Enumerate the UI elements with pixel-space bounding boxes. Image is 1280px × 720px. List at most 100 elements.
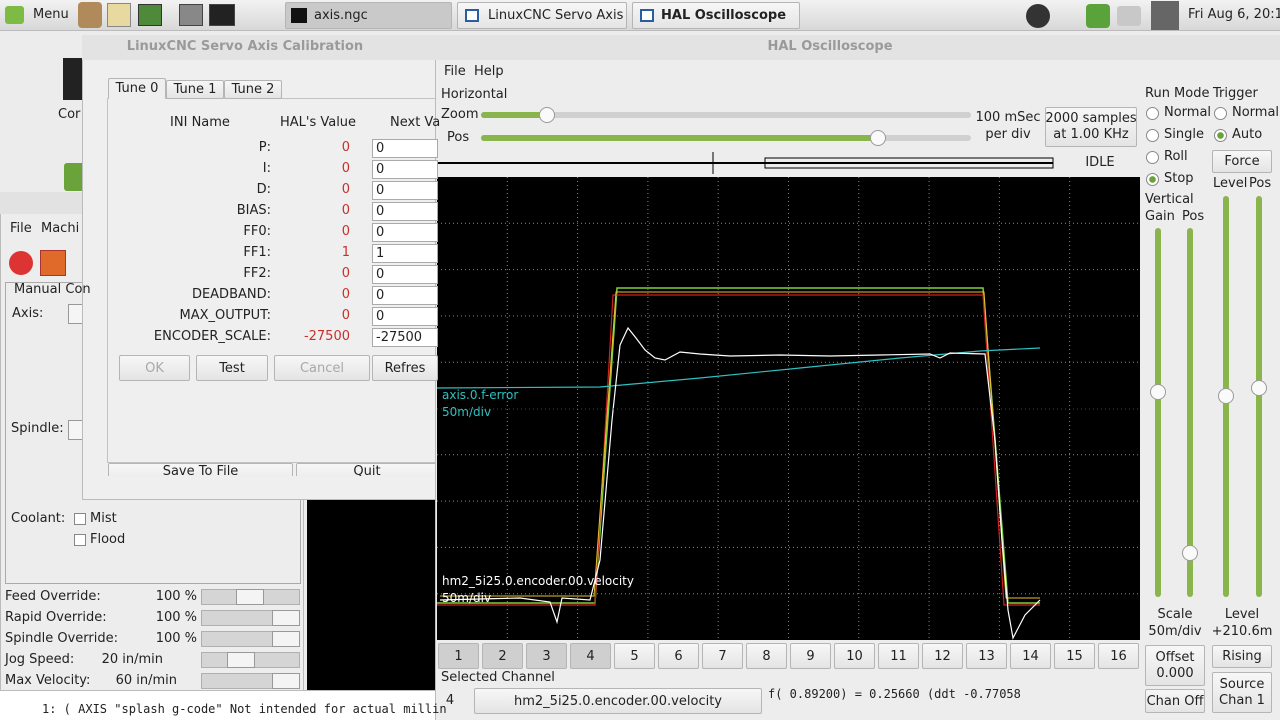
- tab[interactable]: Tune 0: [108, 78, 166, 99]
- launcher[interactable]: [138, 4, 162, 26]
- override-value: 100 %: [155, 610, 197, 625]
- launcher[interactable]: [209, 4, 235, 26]
- label: Vertical: [1145, 192, 1194, 207]
- offset-button[interactable]: Offset 0.000: [1145, 645, 1205, 686]
- checkbox[interactable]: [74, 534, 86, 546]
- next-value-entry[interactable]: 0: [372, 160, 438, 179]
- channel-button[interactable]: 8: [746, 643, 787, 669]
- next-value-entry[interactable]: 1: [372, 244, 438, 263]
- button[interactable]: Refres: [372, 355, 438, 381]
- channel-button[interactable]: 4: [570, 643, 611, 669]
- next-value-entry[interactable]: 0: [372, 265, 438, 284]
- source-button[interactable]: Source Chan 1: [1212, 672, 1272, 713]
- slider-thumb[interactable]: [227, 652, 255, 668]
- samples-label: at 1.00 KHz: [1053, 127, 1129, 142]
- channel-button[interactable]: 5: [614, 643, 655, 669]
- hal-value: 0: [341, 203, 350, 218]
- samples-button[interactable]: 2000 samples at 1.00 KHz: [1045, 107, 1137, 147]
- button[interactable]: Cancel: [274, 355, 370, 381]
- slider-thumb[interactable]: [1218, 388, 1234, 404]
- slider-trough: [1187, 228, 1193, 597]
- channel-button[interactable]: 12: [922, 643, 963, 669]
- tab[interactable]: Tune 2: [224, 80, 282, 99]
- channel-button[interactable]: 14: [1010, 643, 1051, 669]
- radio[interactable]: [1146, 173, 1159, 186]
- menu-item[interactable]: Help: [474, 64, 504, 79]
- estop-button[interactable]: [9, 251, 33, 275]
- hal-value: -27500: [303, 329, 350, 344]
- radio[interactable]: [1214, 107, 1227, 120]
- slider-thumb[interactable]: [539, 107, 555, 123]
- radio[interactable]: [1146, 151, 1159, 164]
- task-button[interactable]: axis.ngc: [285, 2, 452, 29]
- next-value-entry[interactable]: 0: [372, 181, 438, 200]
- next-value-entry[interactable]: 0: [372, 307, 438, 326]
- slider-thumb[interactable]: [1251, 380, 1267, 396]
- slider-fill: [481, 112, 547, 118]
- menu-item[interactable]: Machi: [41, 221, 80, 236]
- launcher[interactable]: [78, 2, 102, 28]
- rising-button[interactable]: Rising: [1212, 645, 1272, 668]
- slider-thumb[interactable]: [272, 631, 300, 647]
- channel-button[interactable]: 7: [702, 643, 743, 669]
- desktop-icon[interactable]: [64, 163, 86, 191]
- slider-thumb[interactable]: [1150, 384, 1166, 400]
- task-button[interactable]: HAL Oscilloscope: [632, 2, 800, 29]
- slider-trough: [1256, 196, 1262, 597]
- next-value-entry[interactable]: 0: [372, 286, 438, 305]
- radio[interactable]: [1146, 107, 1159, 120]
- menu-item[interactable]: File: [10, 221, 32, 236]
- button[interactable]: Test: [196, 355, 268, 381]
- next-value-entry[interactable]: -27500: [372, 328, 438, 347]
- button[interactable]: Save To File: [108, 463, 293, 476]
- slider-thumb[interactable]: [272, 610, 300, 626]
- radio[interactable]: [1146, 129, 1159, 142]
- channel-button[interactable]: 11: [878, 643, 919, 669]
- slider-thumb[interactable]: [236, 589, 264, 605]
- radio[interactable]: [1214, 129, 1227, 142]
- slider-thumb[interactable]: [272, 673, 300, 689]
- task-button[interactable]: LinuxCNC Servo Axis ...: [457, 2, 627, 29]
- checkbox[interactable]: [74, 513, 86, 525]
- channel-button[interactable]: 1: [438, 643, 479, 669]
- gcode-line: 1: ( AXIS "splash g-code" Not intended f…: [42, 702, 447, 716]
- channel-button[interactable]: 16: [1098, 643, 1139, 669]
- desktop-icon[interactable]: [63, 58, 85, 100]
- channel-button[interactable]: 6: [658, 643, 699, 669]
- tray-icon[interactable]: [1151, 1, 1179, 30]
- launcher[interactable]: [179, 4, 203, 26]
- next-value-entry[interactable]: 0: [372, 202, 438, 221]
- channel-button[interactable]: 2: [482, 643, 523, 669]
- rate-label: per div: [985, 127, 1031, 142]
- channel-button[interactable]: 10: [834, 643, 875, 669]
- tray-icon[interactable]: [1117, 6, 1141, 26]
- force-button[interactable]: Force: [1212, 150, 1272, 173]
- button[interactable]: Quit: [296, 463, 438, 476]
- menu-item[interactable]: File: [444, 64, 466, 79]
- channel-button[interactable]: 3: [526, 643, 567, 669]
- button[interactable]: OK: [119, 355, 190, 381]
- channel-button[interactable]: 9: [790, 643, 831, 669]
- task-icon: [291, 8, 307, 23]
- slider-thumb[interactable]: [1182, 545, 1198, 561]
- label: Trigger: [1213, 86, 1258, 101]
- menu-label[interactable]: Menu: [33, 7, 69, 22]
- channel-button[interactable]: 13: [966, 643, 1007, 669]
- launcher[interactable]: [107, 3, 131, 27]
- next-value-entry[interactable]: 0: [372, 223, 438, 242]
- chan-off-button[interactable]: Chan Off: [1145, 689, 1205, 713]
- tray-icon[interactable]: [1086, 4, 1110, 28]
- power-button[interactable]: [40, 250, 66, 276]
- param-name: ENCODER_SCALE:: [153, 329, 271, 344]
- next-value-entry[interactable]: 0: [372, 139, 438, 158]
- slider-thumb[interactable]: [870, 130, 886, 146]
- label: Pos: [1182, 209, 1205, 224]
- tab[interactable]: Tune 1: [166, 80, 224, 99]
- tray-icon[interactable]: [1026, 4, 1050, 28]
- label: Selected Channel: [441, 670, 555, 685]
- channel-signal-button[interactable]: hm2_5i25.0.encoder.00.velocity: [474, 688, 762, 714]
- menu-icon[interactable]: [5, 6, 24, 24]
- channel-button[interactable]: 15: [1054, 643, 1095, 669]
- column-header: HAL's Value: [279, 115, 357, 130]
